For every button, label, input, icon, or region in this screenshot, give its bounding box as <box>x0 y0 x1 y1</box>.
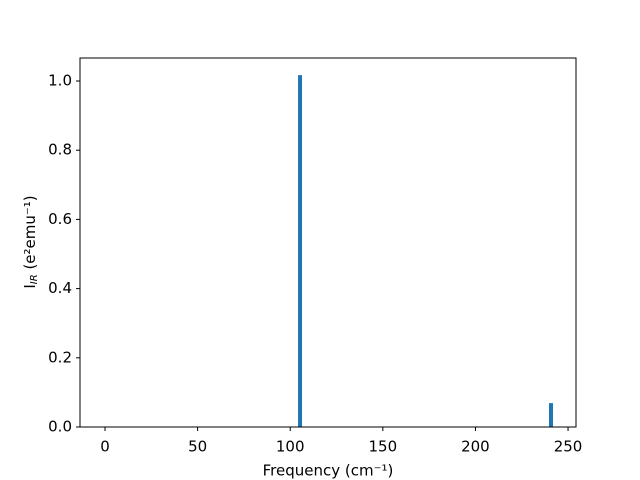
bar <box>548 403 553 427</box>
bar <box>298 75 303 427</box>
y-tick-label: 0.0 <box>48 418 72 436</box>
plot-frame <box>79 57 577 428</box>
x-tick-label: 50 <box>188 438 207 456</box>
y-tick-label: 1.0 <box>48 72 72 90</box>
y-axis-label: IIR (e²emu⁻¹) <box>21 195 41 288</box>
y-label-main: I <box>21 284 39 288</box>
y-tick-label: 0.4 <box>48 279 72 297</box>
y-tick-label: 0.6 <box>48 210 72 228</box>
y-label-sub: IR <box>29 274 40 284</box>
x-tick-label: 150 <box>369 438 398 456</box>
y-tick-label: 0.8 <box>48 141 72 159</box>
y-label-rest: (e²emu⁻¹) <box>21 195 39 274</box>
x-tick-label: 0 <box>100 438 110 456</box>
y-tick-label: 0.2 <box>48 348 72 366</box>
x-axis-label: Frequency (cm⁻¹) <box>263 462 394 480</box>
x-tick-label: 200 <box>461 438 490 456</box>
x-tick-label: 250 <box>554 438 583 456</box>
x-tick-label: 100 <box>276 438 305 456</box>
